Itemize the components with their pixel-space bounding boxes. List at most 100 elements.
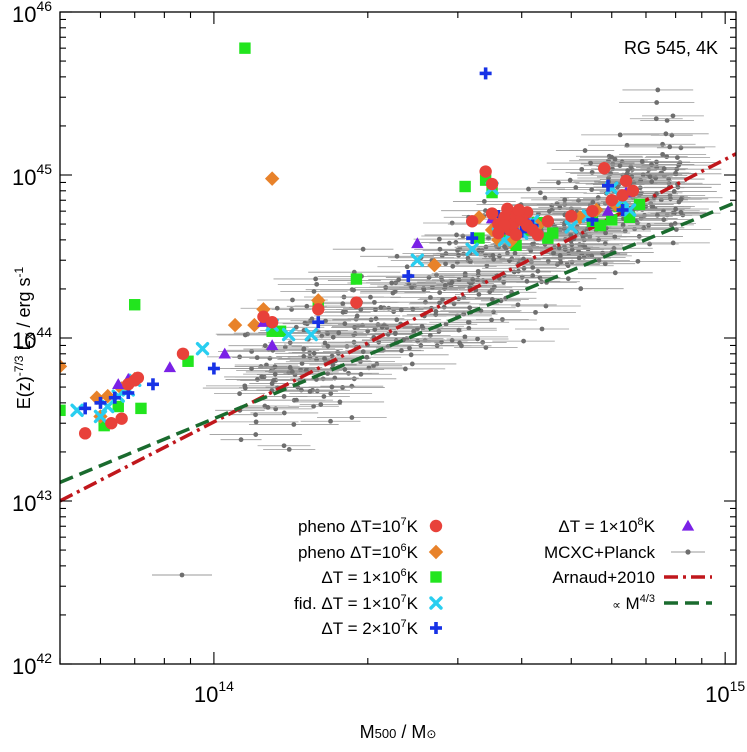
observed-point [340, 309, 346, 315]
observed-point [654, 159, 659, 165]
observed-point [358, 371, 364, 377]
observed-point [530, 241, 535, 247]
observed-point [467, 305, 473, 311]
sim-point-plus [146, 378, 159, 391]
observed-point [436, 236, 442, 242]
observed-point [530, 265, 536, 270]
observed-point [423, 299, 428, 305]
observed-point [440, 296, 445, 302]
sim-point-circle [605, 194, 618, 207]
sim-point-circle [619, 174, 633, 188]
observed-point [456, 327, 462, 333]
chart-annotation: RG 545, 4K [624, 38, 718, 58]
sim-point-cross [564, 220, 578, 234]
sim-point-diamond [89, 390, 104, 405]
observed-point [611, 245, 617, 251]
observed-point [636, 234, 642, 239]
observed-point [437, 300, 442, 306]
sim-point-circle [265, 316, 279, 329]
observed-point [433, 312, 439, 318]
observed-point [340, 385, 345, 390]
sim-point-cross [281, 327, 296, 342]
observed-point [654, 212, 660, 218]
observed-point [238, 437, 244, 443]
observed-point [490, 253, 496, 258]
observed-point [271, 378, 276, 383]
observed-point [409, 284, 415, 290]
observed-point [301, 354, 307, 359]
observed-point [660, 151, 666, 157]
observed-point [325, 331, 330, 336]
sim-point-circle [586, 204, 599, 218]
observed-point [589, 187, 595, 193]
observed-point [573, 185, 579, 190]
sim-point-square [594, 219, 607, 232]
observed-point [501, 279, 507, 285]
sim-point-square [606, 214, 618, 226]
observed-point [449, 337, 455, 343]
observed-point [321, 394, 327, 399]
observed-point [329, 384, 335, 390]
observed-point [661, 166, 667, 172]
observed-point [335, 349, 341, 355]
x-tick-label: 1014 [194, 678, 234, 707]
sim-point-square [239, 42, 251, 54]
legend-marker-cross [429, 596, 443, 610]
observed-point [462, 334, 468, 340]
observed-point [360, 246, 366, 252]
observed-point [272, 364, 278, 370]
y-tick-label: 1042 [12, 650, 52, 679]
observed-point [358, 307, 364, 312]
observed-point [617, 132, 623, 138]
observed-point [441, 304, 447, 310]
observed-point [511, 269, 517, 275]
observed-point [451, 301, 457, 307]
sim-point-circle [465, 215, 479, 228]
observed-point [294, 397, 299, 403]
observed-point [678, 196, 684, 202]
sim-point-circle [115, 412, 128, 425]
observed-point [342, 321, 348, 327]
sim-point-square [479, 174, 492, 186]
sim-point-circle [485, 177, 499, 191]
observed-point [557, 252, 563, 258]
legend-marker-diamond [428, 544, 444, 560]
sim-point-plus [602, 179, 615, 192]
observed-point [449, 279, 455, 285]
observed-point [265, 405, 271, 410]
observed-point [649, 179, 655, 185]
sim-point-plus [466, 232, 479, 245]
observed-point [590, 199, 596, 205]
observed-point [455, 247, 460, 253]
observed-point [428, 295, 433, 300]
x-tick-label: 1015 [705, 678, 745, 707]
observed-point [409, 361, 415, 367]
sim-point-square [129, 299, 141, 311]
observed-point [612, 156, 618, 162]
observed-point [491, 284, 497, 290]
y-axis-title: E(z)-7/3 LX / erg s-1 [12, 266, 37, 409]
observed-point [364, 354, 370, 360]
observed-point [502, 244, 507, 250]
observed-point [491, 309, 497, 315]
sim-point-diamond [247, 317, 262, 333]
sim-point-square [98, 419, 110, 432]
sim-point-square [266, 325, 278, 337]
observed-point [325, 343, 331, 349]
observed-point [491, 256, 497, 262]
observed-point [328, 391, 334, 396]
observed-point [389, 280, 395, 286]
observed-point [272, 371, 278, 377]
sim-point-square [112, 400, 124, 413]
observed-point [396, 277, 402, 283]
observed-point [612, 270, 618, 276]
sim-point-cross [465, 242, 479, 257]
sim-point-square [459, 180, 471, 193]
observed-point [484, 263, 490, 269]
observed-point [620, 222, 626, 228]
observed-point [475, 336, 480, 342]
observed-point [660, 141, 665, 147]
observed-point [667, 144, 673, 150]
observed-point [304, 303, 310, 309]
observed-point [249, 366, 254, 371]
